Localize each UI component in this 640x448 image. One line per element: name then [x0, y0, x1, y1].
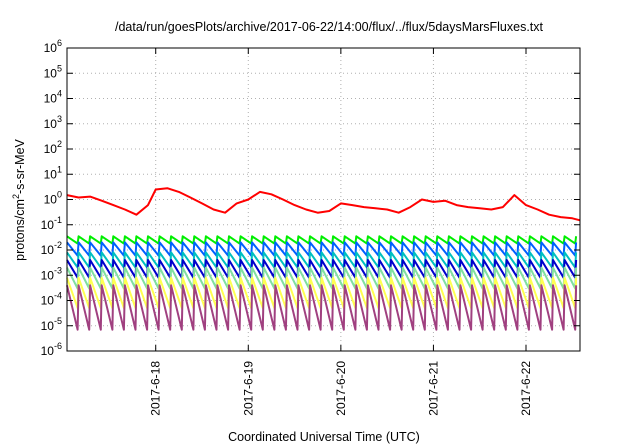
y-tick-label: 102 — [44, 139, 62, 156]
x-axis-ticks: 2017-6-18 2017-6-19 2017-6-20 2017-6-21 2017… — [149, 48, 533, 416]
x-tick-label: 2017-6-21 — [426, 361, 440, 416]
x-tick-label: 2017-6-20 — [334, 361, 348, 416]
y-axis-label: protons/cm2-s-sr-MeV — [11, 138, 27, 260]
y-tick-label: 10-4 — [41, 291, 62, 308]
series-line-2 — [66, 235, 578, 245]
y-tick-label: 10-3 — [41, 265, 62, 282]
plot-frame — [66, 47, 581, 352]
y-tick-label: 104 — [44, 89, 62, 106]
series-group — [66, 187, 581, 331]
y-tick-label: 10-6 — [41, 341, 62, 358]
x-tick-label: 2017-6-19 — [241, 361, 255, 416]
x-tick-label: 2017-6-22 — [519, 361, 533, 416]
x-tick-label: 2017-6-18 — [149, 361, 163, 416]
y-tick-label: 101 — [44, 164, 62, 181]
series-line-1 — [66, 187, 581, 222]
chart-title: /data/run/goesPlots/archive/2017-06-22/1… — [115, 20, 544, 34]
y-tick-label: 103 — [44, 114, 62, 131]
y-tick-label: 10-1 — [41, 215, 62, 232]
series-line-3 — [66, 241, 578, 257]
y-tick-label: 105 — [44, 63, 62, 80]
grid — [67, 48, 580, 351]
y-tick-label: 10-5 — [41, 316, 62, 333]
y-tick-label: 100 — [44, 190, 62, 207]
x-axis-label: Coordinated Universal Time (UTC) — [228, 430, 420, 444]
y-tick-label: 10-2 — [41, 240, 62, 257]
series-line-8 — [66, 284, 578, 331]
y-tick-label: 106 — [44, 38, 62, 55]
